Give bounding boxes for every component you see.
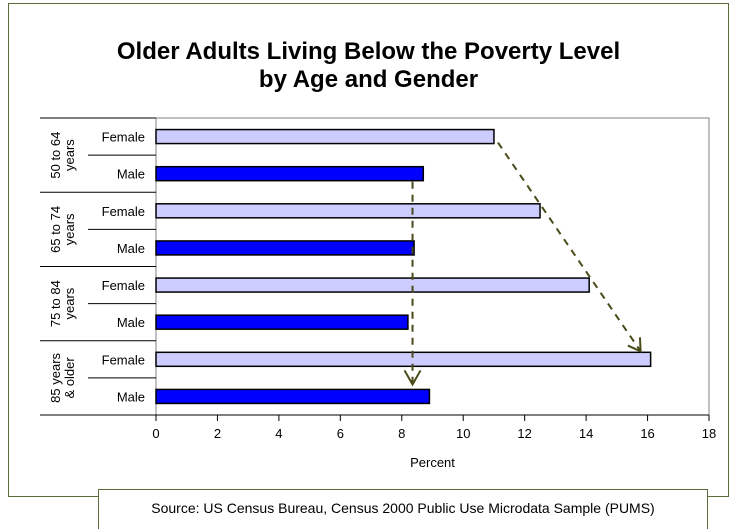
bar-female bbox=[155, 351, 652, 368]
x-tick-label: 16 bbox=[640, 426, 654, 441]
x-tick-label: 18 bbox=[702, 426, 716, 441]
group-label-line: years bbox=[62, 139, 77, 171]
x-tick-label: 0 bbox=[152, 426, 159, 441]
bar-label: Female bbox=[102, 352, 145, 367]
x-tick-label: 6 bbox=[337, 426, 344, 441]
female-arrow-head bbox=[627, 337, 642, 353]
group-label: 65 to 74years bbox=[48, 206, 77, 253]
bar-female bbox=[155, 128, 495, 145]
bar-label: Male bbox=[117, 315, 145, 330]
group-label-line: 75 to 84 bbox=[48, 280, 63, 327]
source-note: Source: US Census Bureau, Census 2000 Pu… bbox=[98, 489, 708, 529]
group-label-line: 50 to 64 bbox=[48, 132, 63, 179]
chart-title-line1: Older Adults Living Below the Poverty Le… bbox=[116, 38, 621, 65]
x-tick-label: 8 bbox=[398, 426, 405, 441]
source-text: Source: US Census Bureau, Census 2000 Pu… bbox=[151, 500, 655, 516]
group-label-line: years bbox=[62, 287, 77, 319]
bar-female bbox=[155, 277, 590, 293]
x-tick-label: 2 bbox=[214, 426, 221, 441]
bar-label: Male bbox=[117, 389, 145, 404]
chart-title-line2: by Age and Gender bbox=[258, 66, 479, 93]
bar-male bbox=[155, 240, 415, 256]
bar-male bbox=[155, 314, 409, 330]
bar-label: Male bbox=[117, 241, 145, 256]
bar-female bbox=[155, 203, 541, 219]
bar-male bbox=[155, 388, 431, 405]
female-trend-arrow bbox=[497, 141, 642, 352]
group-label: 75 to 84years bbox=[48, 280, 77, 327]
bar-label: Male bbox=[117, 167, 145, 182]
x-axis-title: Percent bbox=[410, 455, 455, 470]
bar-male bbox=[155, 165, 425, 182]
bar-label: Female bbox=[102, 130, 145, 145]
bar-label: Female bbox=[102, 278, 145, 293]
male-arrow-head bbox=[403, 369, 422, 387]
bar-label: Female bbox=[102, 204, 145, 219]
x-tick-label: 10 bbox=[456, 426, 470, 441]
group-label-line: years bbox=[62, 213, 77, 245]
group-label: 85 years& older bbox=[48, 352, 77, 402]
group-label: 50 to 64years bbox=[48, 132, 77, 179]
x-tick-label: 12 bbox=[517, 426, 531, 441]
x-tick-label: 4 bbox=[275, 426, 282, 441]
group-label-line: & older bbox=[62, 357, 77, 399]
plot-area-border bbox=[155, 117, 710, 416]
group-label-line: 85 years bbox=[48, 352, 63, 402]
x-tick-label: 14 bbox=[579, 426, 593, 441]
chart-title: Older Adults Living Below the Poverty Le… bbox=[0, 38, 737, 94]
group-label-line: 65 to 74 bbox=[48, 206, 63, 253]
